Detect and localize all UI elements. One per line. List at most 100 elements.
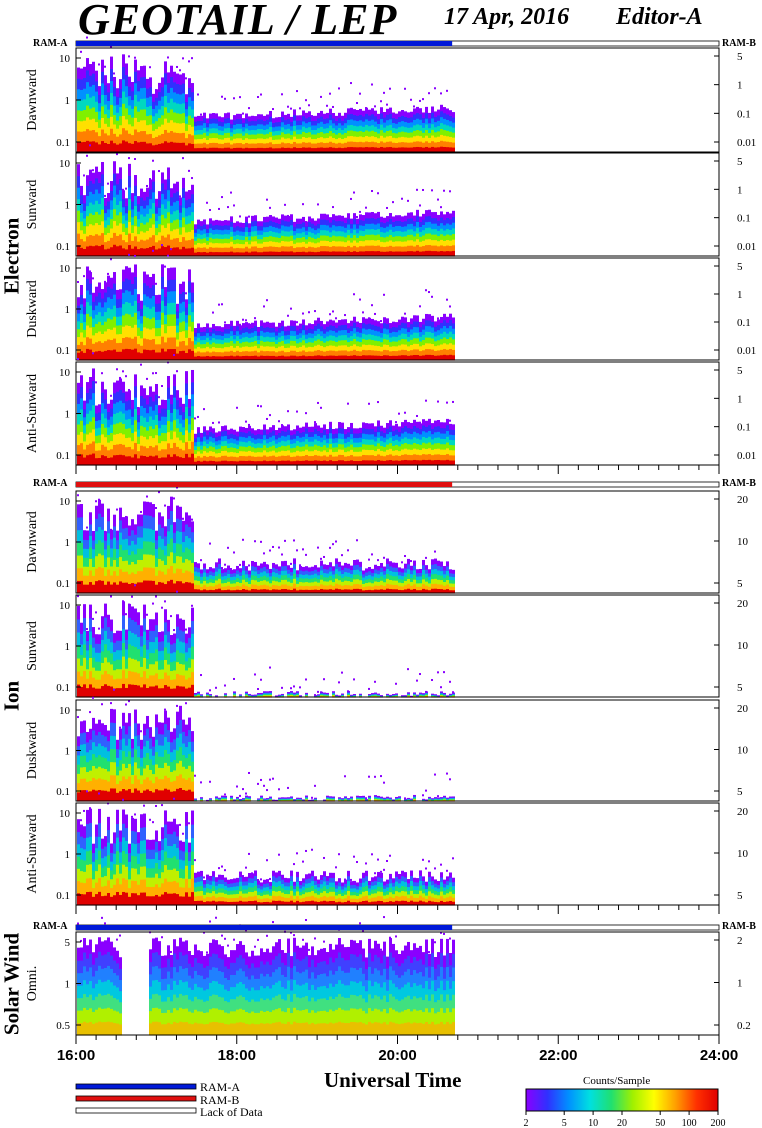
spectrogram-cell	[305, 230, 308, 236]
spectrogram-cell	[128, 573, 131, 584]
spectrogram-cell	[449, 342, 452, 350]
spectrogram-cell	[269, 436, 272, 442]
spectrogram-cell	[170, 412, 173, 422]
spectrogram-cell	[245, 127, 248, 134]
spectrogram-speckle	[203, 408, 205, 411]
spectrogram-cell	[200, 142, 203, 149]
spectrogram-cell	[353, 223, 356, 230]
spectrogram-cell	[281, 350, 284, 356]
spectrogram-cell	[404, 141, 407, 148]
spectrogram-cell	[83, 248, 86, 257]
spectrogram-cell	[167, 505, 170, 519]
spectrogram-cell	[416, 459, 419, 466]
spectrogram-cell	[251, 588, 254, 594]
spectrogram-cell	[284, 450, 287, 456]
spectrogram-cell	[356, 237, 359, 243]
spectrogram-cell	[266, 231, 269, 237]
spectrogram-cell	[86, 195, 89, 207]
spectrogram-cell	[317, 147, 320, 153]
spectrogram-cell	[107, 328, 110, 340]
spectrogram-cell	[77, 423, 80, 435]
spectrogram-cell	[437, 240, 440, 247]
spectrogram-cell	[131, 108, 134, 118]
spectrogram-cell	[383, 354, 386, 361]
spectrogram-cell	[137, 218, 140, 227]
spectrogram-cell	[245, 322, 248, 328]
spectrogram-cell	[101, 333, 104, 343]
spectrogram-cell	[164, 526, 167, 537]
spectrogram-cell	[341, 324, 344, 331]
spectrogram-cell	[452, 239, 455, 246]
spectrogram-cell	[197, 228, 200, 234]
spectrogram-cell	[251, 138, 254, 144]
spectrogram-cell	[284, 225, 287, 232]
spectrogram-cell	[395, 326, 398, 333]
spectrogram-cell	[368, 115, 371, 121]
spectrogram-cell	[227, 142, 230, 148]
spectrogram-cell	[359, 427, 362, 434]
spectrogram-cell	[320, 325, 323, 332]
spectrogram-cell	[215, 142, 218, 148]
spectrogram-cell	[320, 455, 323, 461]
spectrogram-speckle	[317, 203, 319, 206]
spectrogram-cell	[206, 341, 209, 347]
spectrogram-cell	[341, 220, 344, 227]
spectrogram-speckle	[401, 197, 403, 200]
spectrogram-cell	[404, 245, 407, 252]
spectrogram-cell	[77, 130, 80, 143]
spectrogram-cell	[293, 109, 296, 116]
spectrogram-cell	[326, 122, 329, 129]
spectrogram-cell	[167, 268, 170, 281]
spectrogram-cell	[437, 250, 440, 257]
spectrogram-cell	[233, 589, 236, 594]
spectrogram-cell	[215, 571, 218, 577]
spectrogram-cell	[155, 548, 158, 558]
spectrogram-cell	[386, 423, 389, 429]
spectrogram-cell	[437, 339, 440, 346]
spectrogram-cell	[215, 355, 218, 361]
spectrogram-cell	[209, 578, 212, 583]
spectrogram-cell	[77, 141, 80, 153]
spectrogram-cell	[398, 334, 401, 341]
spectrogram-cell	[389, 234, 392, 241]
spectrogram-cell	[110, 288, 113, 299]
spectrogram-cell	[407, 127, 410, 133]
spectrogram-cell	[131, 134, 134, 144]
spectrogram-cell	[407, 345, 410, 352]
spectrogram-cell	[326, 442, 329, 448]
spectrogram-cell	[302, 334, 305, 341]
spectrogram-cell	[170, 222, 173, 232]
spectrogram-cell	[293, 226, 296, 231]
spectrogram-cell	[377, 233, 380, 241]
spectrogram-cell	[86, 205, 89, 217]
spectrogram-cell	[137, 248, 140, 257]
spectrogram-cell	[389, 355, 392, 361]
spectrogram-cell	[260, 580, 263, 586]
spectrogram-cell	[275, 121, 278, 127]
spectrogram-cell	[302, 324, 305, 331]
spectrogram-cell	[158, 512, 161, 525]
spectrogram-cell	[125, 324, 128, 338]
spectrogram-cell	[233, 355, 236, 361]
spectrogram-cell	[290, 224, 293, 231]
spectrogram-cell	[248, 460, 251, 466]
spectrogram-cell	[215, 326, 218, 331]
spectrogram-cell	[278, 228, 281, 234]
spectrogram-speckle	[437, 317, 439, 320]
spectrogram-cell	[320, 234, 323, 241]
spectrogram-cell	[371, 449, 374, 456]
spectrogram-cell	[386, 241, 389, 247]
spectrogram-cell	[431, 146, 434, 153]
spectrogram-cell	[80, 504, 83, 518]
spectrogram-cell	[89, 86, 92, 98]
spectrogram-cell	[101, 289, 104, 299]
spectrogram-cell	[191, 552, 194, 563]
spectrogram-cell	[323, 564, 326, 570]
spectrogram-cell	[350, 107, 353, 114]
spectrogram-cell	[389, 323, 392, 329]
spectrogram-cell	[197, 138, 200, 144]
spectrogram-cell	[116, 307, 119, 317]
spectrogram-cell	[98, 553, 101, 567]
spectrogram-cell	[125, 74, 128, 87]
spectrogram-cell	[182, 83, 185, 94]
